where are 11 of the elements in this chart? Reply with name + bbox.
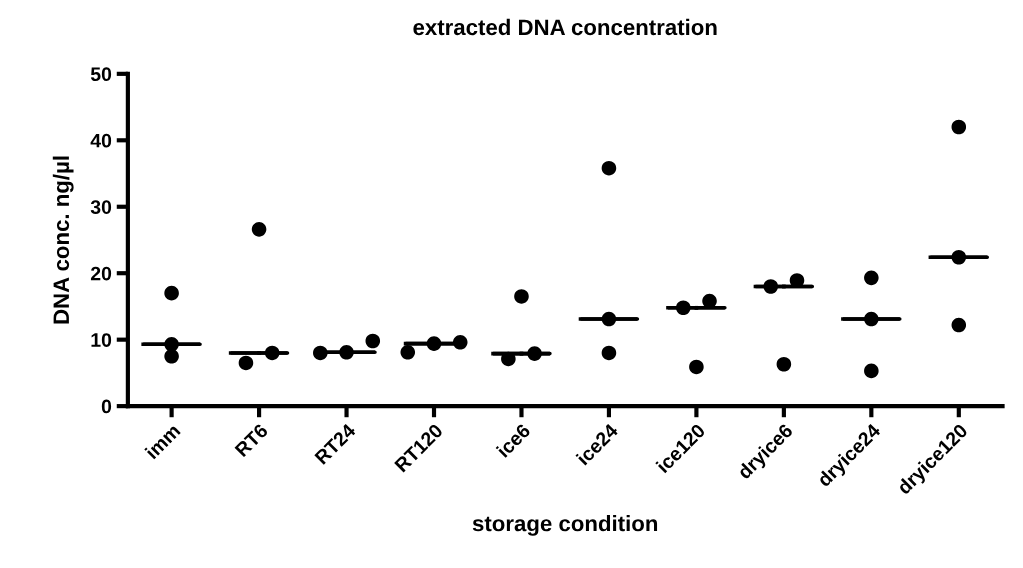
x-axis-title: storage condition	[472, 515, 658, 536]
y-tick-label: 50	[90, 67, 112, 82]
y-tick-label: 40	[90, 133, 112, 148]
chart-title: extracted DNA concentration	[413, 18, 717, 36]
y-tick-label: 20	[90, 266, 112, 281]
y-axis-title: DNA conc. ng/µl	[52, 156, 74, 324]
x-tick-label: RT6	[234, 422, 269, 458]
y-tick-label: 0	[101, 399, 112, 414]
y-tick-label: 30	[90, 200, 112, 215]
x-tick-label: imm	[144, 422, 181, 460]
y-tick-label: 10	[91, 333, 112, 347]
